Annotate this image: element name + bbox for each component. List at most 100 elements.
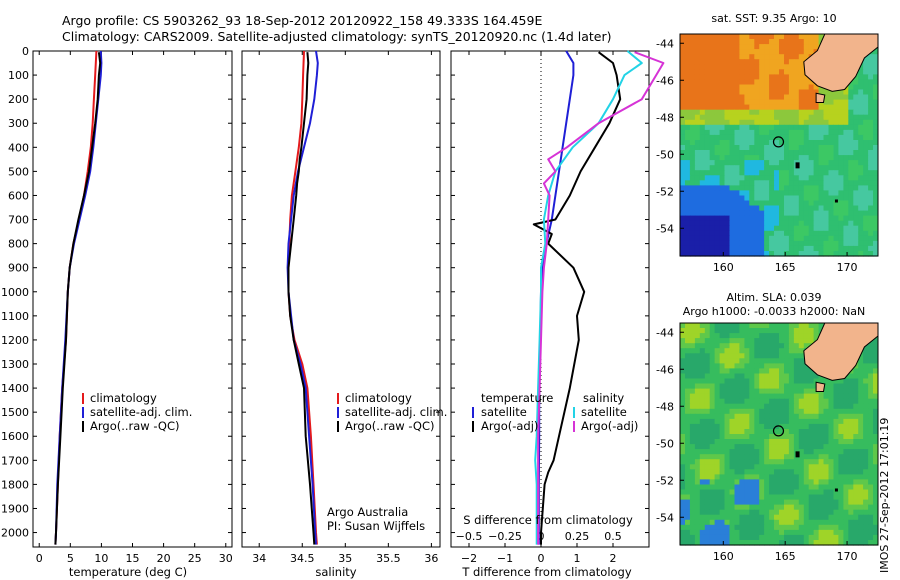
map-cell [843,509,849,516]
map-cell [798,423,805,430]
map-cell [803,519,810,526]
map-cell [764,479,770,485]
lon-tick-label: 160 [713,261,734,274]
map-cell [680,175,686,181]
map-cell [729,444,735,450]
map-cell [788,84,795,91]
map-cell [694,418,701,425]
map-cell [779,434,785,440]
map-cell [714,99,721,106]
map-cell [873,220,879,227]
map-cell [749,464,755,470]
map-cell [689,145,696,151]
map-cell [719,484,726,491]
map-cell [719,348,726,354]
map-cell [764,378,770,385]
map-cell [729,459,735,465]
map-cell [774,155,780,161]
map-cell [808,251,815,257]
map-cell [739,205,745,212]
map-cell [739,484,745,491]
map-cell [749,69,755,75]
map-cell [724,398,730,405]
map-cell [774,160,780,166]
map-cell [793,134,800,141]
map-cell [823,429,829,435]
map-cell [813,129,820,136]
map-cell [784,499,790,506]
map-cell [699,64,706,70]
map-cell [724,49,730,55]
map-cell [853,185,859,191]
map-cell [699,54,706,60]
map-cell [754,499,760,506]
map-cell [729,418,735,425]
map-cell [838,519,844,526]
map-cell [868,84,874,91]
map-cell [793,408,800,415]
map-cell [709,230,716,237]
map-cell [863,514,869,521]
map-cell [769,64,775,70]
map-cell [843,190,849,196]
map-cell [788,444,795,450]
map-cell [769,529,775,536]
map-cell [818,519,825,526]
map-cell [699,145,706,151]
map-cell [719,388,726,395]
map-cell [689,323,696,329]
map-cell [784,230,790,237]
legend-title-salinity: salinity [583,391,624,405]
map-cell [769,89,775,96]
map-cell [798,240,805,247]
map-cell [739,89,745,96]
map-cell [774,185,780,191]
map-cell [754,89,760,96]
map-cell [774,205,780,212]
map-cell [823,94,829,101]
map-cell [749,398,755,405]
map-cell [798,408,805,415]
map-cell [689,39,696,45]
map-cell [843,534,849,541]
map-cell [828,150,834,156]
map-cell [764,220,770,227]
map-cell [704,180,711,186]
map-cell [793,140,800,146]
map-cell [680,39,686,45]
map-cell [749,220,755,227]
map-cell [719,104,726,111]
map-cell [853,509,859,516]
map-cell [709,160,716,166]
map-cell [858,119,864,126]
lat-tick-label: -50 [656,148,674,161]
map-cell [863,388,869,395]
map-cell [754,504,760,511]
map-cell [699,230,706,237]
map-cell [714,408,721,415]
map-cell [868,251,874,257]
map-cell [719,145,726,151]
map-cell [744,64,750,70]
map-cell [823,134,829,141]
map-cell [759,524,765,531]
map-cell [680,140,686,146]
map-cell [784,124,790,131]
map-cell [744,398,750,405]
map-cell [818,134,825,141]
map-cell [739,235,745,242]
map-cell [848,529,854,536]
map-cell [798,114,805,121]
map-cell [798,393,805,400]
map-cell [729,185,735,191]
map-cell [818,540,825,546]
map-cell [699,140,706,146]
map-cell [724,378,730,385]
map-cell [719,343,726,349]
map-cell [699,84,706,91]
map-cell [685,529,691,536]
map-cell [749,84,755,91]
map-cell [774,99,780,106]
map-cell [769,119,775,126]
